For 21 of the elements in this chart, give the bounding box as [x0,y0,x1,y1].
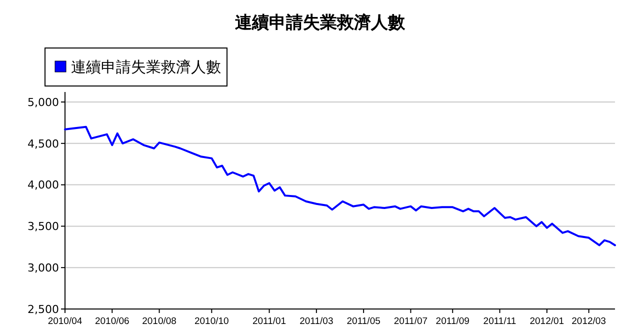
x-tick-label: 2011/07 [394,316,428,327]
x-tick-label: 2010/06 [94,316,130,327]
y-tick-label: 3,500 [28,220,59,234]
x-tick-label: 2012/03 [572,316,606,327]
y-tick-label: 5,000 [28,96,59,109]
y-tick-label: 3,000 [28,261,59,274]
x-tick-label: 2010/08 [142,316,176,327]
y-tick-label: 2,500 [28,302,59,316]
x-tick-label: 2011/01 [252,316,286,327]
x-tick-label: 2012/01 [530,316,564,327]
line-series [64,126,616,246]
x-tick-label: 2011/09 [436,316,470,327]
chart-title: 連續申請失業救濟人數 [235,13,406,33]
x-tick-label: 2010/10 [194,316,229,327]
legend-label: 連續申請失業救濟人數 [71,58,221,76]
y-tick-label: 4,000 [28,178,59,192]
x-tick-label: 2011/11 [483,316,516,327]
y-tick-label: 4,500 [28,137,59,150]
x-tick-label: 2010/04 [48,316,82,327]
x-tick-label: 2011/03 [300,316,334,327]
x-tick-label: 2011/05 [346,316,380,327]
